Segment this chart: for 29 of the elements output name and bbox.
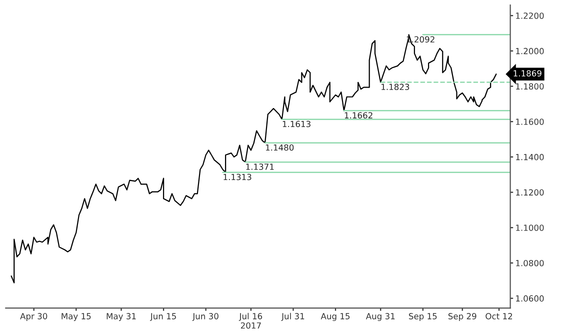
x-tick-label: Jul 16 2017 [238,312,262,329]
x-tick-label: Aug 15 [320,313,350,321]
y-tick-label: 1.1000 [516,224,544,231]
x-tick-label: Apr 30 [20,313,48,321]
annotation: 1.1480 [266,144,294,151]
x-tick-label: Jun 15 [150,313,176,321]
annotation: 1.1371 [246,164,274,170]
annotation: 1.1613 [282,120,310,128]
y-tick-label: 1.1800 [516,83,544,90]
annotation: 1.1869 [514,70,542,76]
y-tick-label: 1.0600 [516,295,544,302]
annotation: 1.1662 [344,112,372,118]
x-tick-label: May 15 [62,313,91,321]
y-tick-label: 1.1400 [516,154,544,160]
x-tick-label: Oct 12 [486,313,512,320]
y-tick-label: 1.0800 [516,260,544,266]
x-tick-label: Sep 15 [408,313,437,321]
x-tick-label: Jun 30 [192,313,218,321]
y-tick-label: 1.2000 [516,48,544,54]
y-tick-label: 1.1200 [516,189,544,196]
annotation: 1.1313 [224,174,252,180]
x-tick-label: May 31 [106,313,136,321]
x-tick-label: Aug 31 [366,313,395,321]
x-tick-label: Jul 31 [281,312,304,321]
x-tick-label: Sep 29 [448,313,476,321]
y-tick-label: 1.2200 [516,12,544,19]
annotation: 1.1823 [382,84,410,90]
line-series [10,34,497,284]
y-tick-label: 1.1600 [516,118,544,125]
